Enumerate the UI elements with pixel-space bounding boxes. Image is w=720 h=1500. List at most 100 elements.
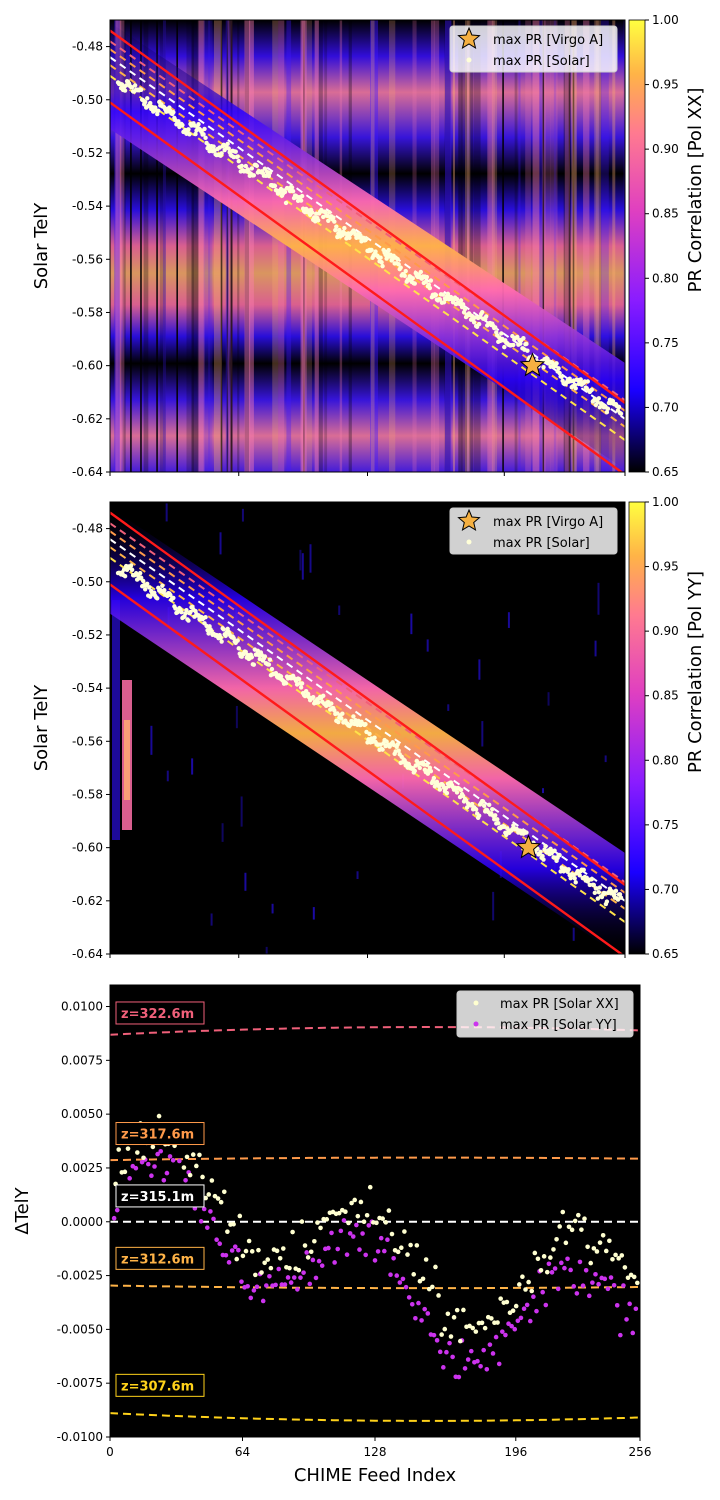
xx-scatter-point xyxy=(336,1210,342,1216)
solar-point xyxy=(140,578,146,584)
xx-scatter-point xyxy=(218,1199,224,1205)
solar-point xyxy=(618,411,624,416)
solar-point xyxy=(557,370,562,376)
solar-point xyxy=(538,849,543,855)
solar-point xyxy=(233,149,238,154)
yy-scatter-point xyxy=(363,1252,368,1258)
noise-speck xyxy=(265,946,268,954)
solar-point xyxy=(160,583,165,589)
xx-scatter-point xyxy=(256,1247,261,1253)
feed-column-shade xyxy=(583,20,590,472)
yy-scatter-point xyxy=(524,1302,530,1308)
feed-column-shade xyxy=(458,20,463,472)
ytick-label: -0.64 xyxy=(72,947,103,961)
ytick-label: -0.50 xyxy=(72,575,103,589)
yy-scatter-point xyxy=(211,1216,216,1222)
feed-column-shade xyxy=(213,20,222,472)
xx-scatter-point xyxy=(622,1265,628,1270)
xx-scatter-point xyxy=(613,1252,618,1258)
solar-point xyxy=(473,807,479,812)
dashed-z-line xyxy=(110,75,625,441)
xx-scatter-point xyxy=(417,1278,423,1284)
solar-point xyxy=(145,581,150,586)
solar-point xyxy=(496,820,501,826)
noise-speck xyxy=(481,721,484,747)
solar-point xyxy=(367,731,372,737)
xx-scatter-point xyxy=(296,1267,302,1273)
yy-scatter-point xyxy=(437,1349,443,1355)
panel-delta-legend-box xyxy=(456,990,634,1038)
legend-yy-dot-icon xyxy=(473,1021,479,1027)
solar-point xyxy=(243,649,248,655)
xx-scatter-point xyxy=(262,1260,267,1266)
xx-scatter-point xyxy=(448,1334,454,1339)
solar-point xyxy=(310,694,316,700)
z-height-curve xyxy=(110,1025,640,1036)
solar-point xyxy=(559,374,564,380)
solar-point xyxy=(437,297,443,302)
yy-scatter-point xyxy=(164,1170,170,1176)
solar-point xyxy=(431,775,437,781)
solar-point xyxy=(249,166,255,171)
solar-point xyxy=(236,158,241,164)
solar-point xyxy=(180,122,185,128)
xx-scatter-point xyxy=(554,1236,559,1242)
solar-point xyxy=(326,218,331,224)
feed-column-shade xyxy=(623,20,625,472)
yy-scatter-point xyxy=(534,1308,539,1314)
yy-scatter-point xyxy=(276,1266,282,1272)
solar-point xyxy=(402,273,407,279)
solar-point xyxy=(541,857,546,862)
solar-point xyxy=(290,189,296,194)
solar-point xyxy=(505,826,510,831)
colorbar-tick-label: 0.95 xyxy=(652,560,679,574)
xx-scatter-point xyxy=(141,1155,146,1161)
xx-scatter-point xyxy=(299,1219,305,1224)
z-label-box xyxy=(115,1184,205,1208)
ytick-label: -0.58 xyxy=(72,787,103,801)
xx-scatter-point xyxy=(597,1240,603,1245)
yy-scatter-point xyxy=(319,1263,325,1268)
feed-column-shade xyxy=(553,20,557,472)
solar-point xyxy=(340,711,345,716)
feed-column-shade xyxy=(208,20,213,472)
solar-point xyxy=(223,633,228,639)
xx-scatter-point xyxy=(517,1282,522,1287)
dark-feed-column xyxy=(220,20,223,472)
xx-scatter-point xyxy=(582,1216,587,1221)
yy-scatter-point xyxy=(267,1273,272,1279)
panel-yy-legend-box xyxy=(449,507,618,555)
xx-scatter-point xyxy=(526,1279,531,1285)
solar-point xyxy=(428,768,434,774)
yy-scatter-point xyxy=(304,1250,309,1255)
red-bound-line xyxy=(110,101,624,472)
solar-point xyxy=(585,379,590,384)
solar-point xyxy=(395,256,400,262)
solar-point xyxy=(309,210,315,215)
noise-speck xyxy=(597,582,600,615)
panel-yy-legend-virgo: max PR [Virgo A] xyxy=(493,515,603,530)
solar-point xyxy=(445,291,451,297)
solar-point xyxy=(225,141,230,146)
yy-scatter-point xyxy=(350,1234,356,1239)
solar-point xyxy=(525,348,530,353)
z-label-text: z=312.6m xyxy=(121,1252,194,1267)
solar-point xyxy=(221,627,226,632)
panel-delta-x-ticks: 0 64 128 196 256 xyxy=(106,1437,651,1459)
ytick-label: -0.62 xyxy=(72,894,103,908)
xx-scatter-point xyxy=(548,1255,553,1260)
yy-scatter-point xyxy=(493,1334,499,1340)
solar-point xyxy=(597,885,603,890)
solar-point xyxy=(278,674,284,679)
xx-scatter-point xyxy=(498,1296,503,1301)
solar-point xyxy=(460,793,466,799)
yy-scatter-point xyxy=(208,1209,213,1214)
yy-scatter-point xyxy=(521,1306,527,1311)
solar-point xyxy=(351,714,356,719)
feed-column-shade xyxy=(518,20,521,472)
yy-scatter-point xyxy=(403,1284,409,1290)
solar-point xyxy=(266,662,272,667)
z-label-box xyxy=(115,1373,205,1397)
solar-point xyxy=(218,635,223,640)
solar-point xyxy=(298,685,304,690)
